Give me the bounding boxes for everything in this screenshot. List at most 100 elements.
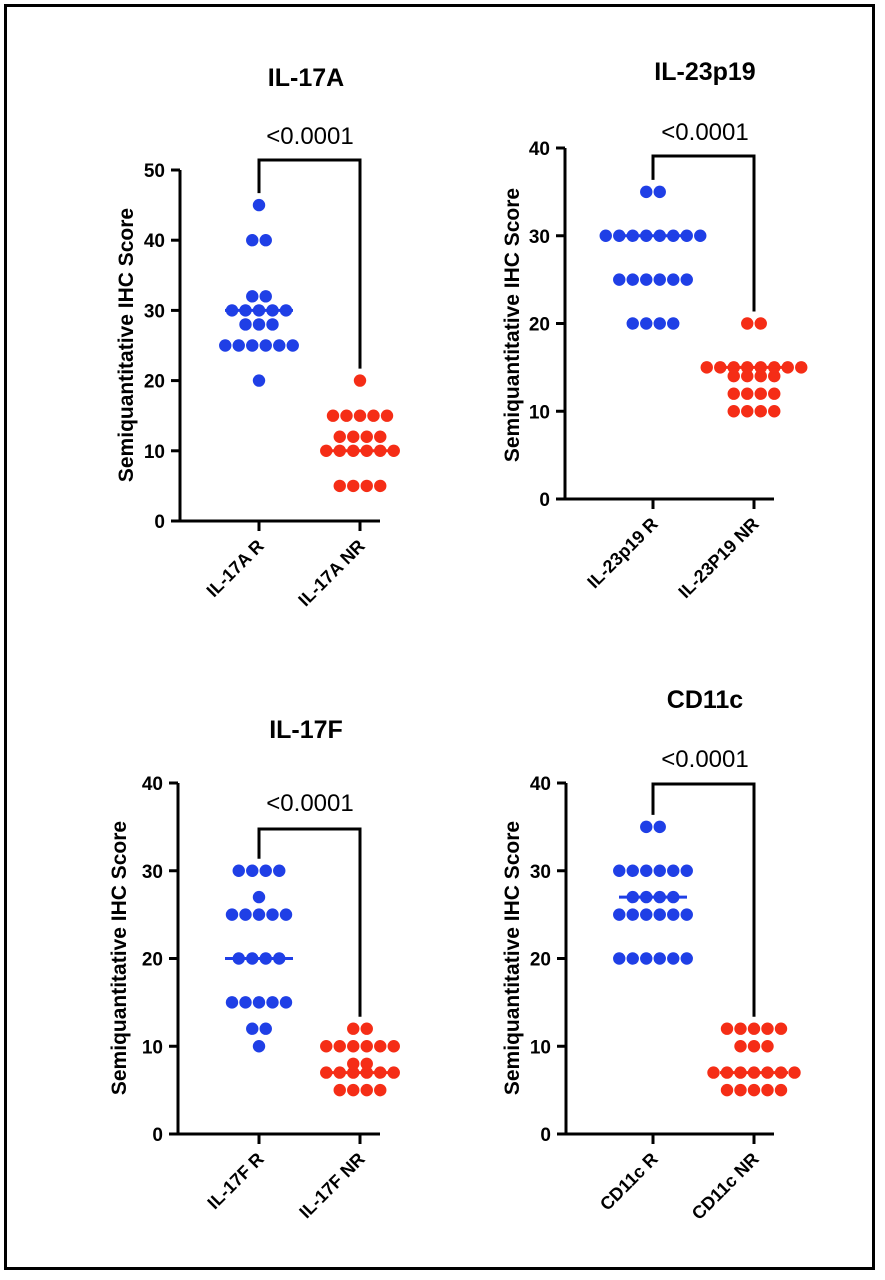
significance-bracket bbox=[257, 827, 362, 1017]
data-point bbox=[680, 273, 693, 286]
data-point bbox=[340, 409, 353, 422]
panel-title: IL-23p19 bbox=[654, 58, 755, 86]
panel-cd11c: CD11c Semiquantitative IHC Score <0.0001… bbox=[501, 686, 801, 1224]
data-point bbox=[326, 409, 340, 422]
data-point bbox=[741, 369, 754, 383]
panel-title: CD11c bbox=[667, 686, 744, 714]
data-point bbox=[333, 430, 346, 443]
data-point bbox=[626, 908, 639, 921]
data-point bbox=[640, 908, 653, 921]
data-point bbox=[374, 430, 387, 443]
data-point bbox=[720, 1083, 734, 1097]
y-axis-label: Semiquantitative IHC Score bbox=[501, 188, 524, 462]
data-point bbox=[246, 864, 259, 877]
data-point bbox=[259, 290, 272, 303]
data-point bbox=[667, 864, 680, 877]
data-point bbox=[768, 387, 781, 400]
data-point bbox=[626, 864, 639, 877]
data-point bbox=[360, 1022, 373, 1035]
data-point bbox=[252, 908, 266, 921]
panel-il17f: IL-17F Semiquantitative IHC Score <0.000… bbox=[108, 716, 400, 1222]
data-point bbox=[266, 908, 279, 921]
data-point bbox=[347, 1022, 360, 1035]
data-point bbox=[360, 479, 373, 493]
data-point bbox=[768, 369, 781, 383]
data-point bbox=[333, 479, 346, 493]
p-value-label: <0.0001 bbox=[661, 746, 748, 773]
y-tick-label: 30 bbox=[142, 862, 163, 883]
data-point bbox=[680, 908, 693, 921]
data-point bbox=[788, 1066, 801, 1079]
data-point bbox=[613, 952, 626, 965]
data-point bbox=[626, 317, 639, 330]
data-point bbox=[252, 318, 266, 331]
data-point bbox=[374, 1083, 387, 1097]
data-point bbox=[225, 908, 239, 921]
data-point bbox=[653, 952, 666, 965]
data-point bbox=[246, 234, 259, 247]
y-tick-label: 10 bbox=[529, 402, 550, 423]
data-point bbox=[747, 1040, 761, 1053]
panel-il23p19: IL-23p19 Semiquantitative IHC Score <0.0… bbox=[501, 58, 808, 602]
data-point bbox=[246, 1022, 259, 1035]
significance-bracket bbox=[651, 154, 756, 312]
data-point bbox=[239, 318, 252, 331]
data-point bbox=[266, 996, 279, 1009]
y-tick-label: 30 bbox=[144, 301, 165, 322]
data-point bbox=[707, 1066, 720, 1079]
y-tick-label: 30 bbox=[529, 227, 550, 248]
y-tick-label: 40 bbox=[144, 231, 165, 252]
data-point bbox=[347, 479, 360, 493]
x-tick-label: IL-17A R bbox=[203, 536, 268, 601]
data-point bbox=[754, 387, 767, 400]
data-point bbox=[387, 1040, 400, 1053]
data-point bbox=[734, 1083, 747, 1097]
data-point bbox=[347, 1040, 360, 1053]
x-tick-label: CD11c R bbox=[596, 1149, 662, 1215]
data-point bbox=[279, 908, 293, 921]
data-point bbox=[741, 317, 754, 330]
data-point bbox=[246, 290, 259, 303]
data-point bbox=[653, 185, 666, 199]
data-point bbox=[727, 387, 740, 400]
data-point bbox=[239, 996, 252, 1009]
y-tick-label: 40 bbox=[530, 774, 551, 795]
data-point bbox=[734, 1040, 747, 1053]
y-tick-label: 10 bbox=[530, 1037, 551, 1058]
data-point bbox=[252, 198, 266, 212]
data-point bbox=[761, 1083, 774, 1097]
data-point bbox=[239, 908, 252, 921]
data-point bbox=[761, 1040, 774, 1053]
data-point bbox=[640, 273, 653, 286]
data-point bbox=[279, 996, 293, 1009]
y-axis-label: Semiquantitative IHC Score bbox=[108, 821, 131, 1095]
data-point bbox=[374, 479, 387, 493]
data-point bbox=[747, 1022, 761, 1035]
data-point bbox=[700, 361, 713, 374]
panel-il17a: IL-17A Semiquantitative IHC Score <0.000… bbox=[115, 64, 400, 610]
data-point bbox=[219, 339, 232, 352]
y-tick-label: 20 bbox=[142, 950, 163, 971]
data-point bbox=[640, 952, 653, 965]
data-point bbox=[761, 1022, 774, 1035]
data-point bbox=[680, 864, 693, 877]
data-point bbox=[360, 1040, 373, 1053]
data-point bbox=[360, 1057, 373, 1071]
data-point bbox=[667, 273, 680, 286]
data-point bbox=[626, 952, 639, 965]
data-point bbox=[754, 405, 767, 418]
data-point bbox=[286, 339, 299, 352]
panel-title: IL-17F bbox=[269, 716, 343, 744]
data-point bbox=[259, 1022, 272, 1035]
data-point bbox=[774, 1022, 788, 1035]
data-point bbox=[667, 317, 680, 330]
data-point bbox=[653, 820, 666, 834]
x-tick-label: IL-23p19 R bbox=[583, 514, 662, 593]
data-point bbox=[225, 996, 239, 1009]
data-point bbox=[360, 1083, 373, 1097]
data-point bbox=[333, 1083, 346, 1097]
data-point bbox=[252, 1040, 266, 1053]
p-value-label: <0.0001 bbox=[266, 123, 353, 150]
y-tick-label: 10 bbox=[142, 1037, 163, 1058]
